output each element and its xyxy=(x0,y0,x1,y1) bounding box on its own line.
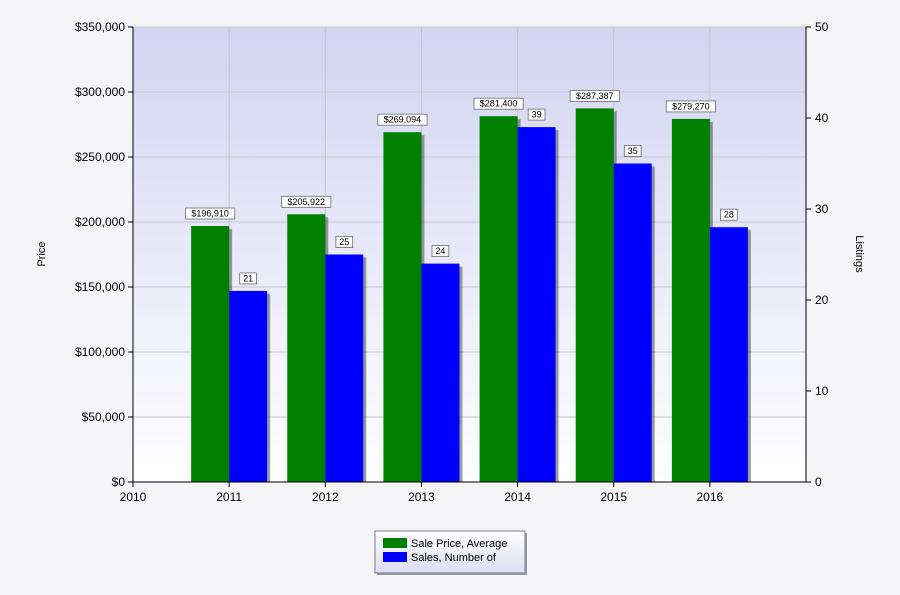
bar-sale-price xyxy=(191,226,230,482)
data-label-sale-price-box xyxy=(377,113,428,126)
data-label-sales-count-box xyxy=(335,236,354,248)
data-label-sales-count-box xyxy=(431,245,450,258)
data-label-sale-price: $196,910 xyxy=(191,209,229,219)
bar-sale-price xyxy=(479,116,518,483)
data-label-sale-price-box xyxy=(665,100,716,113)
data-label-sale-price-box xyxy=(473,97,524,110)
y-tick-label-right: 0 xyxy=(815,475,822,489)
x-tick-label: 2010 xyxy=(120,490,147,504)
y-tick-label-right: 50 xyxy=(815,20,829,34)
y-tick-label-left: $300,000 xyxy=(75,85,125,99)
data-label-sale-price-box xyxy=(281,195,332,208)
data-label-sales-count: 35 xyxy=(628,146,638,156)
y-tick-label-right: 30 xyxy=(815,202,829,216)
bar-sale-price xyxy=(575,108,614,482)
y-tick-label-left: $200,000 xyxy=(75,215,125,229)
x-tick-label: 2016 xyxy=(697,490,724,504)
bar-sales-count xyxy=(229,290,268,482)
data-label-sales-count-box xyxy=(720,208,738,221)
y-tick-label-left: $100,000 xyxy=(75,345,125,359)
y-tick-label-left: $250,000 xyxy=(75,150,125,164)
legend-swatch xyxy=(383,538,407,548)
data-label-sales-count: 25 xyxy=(339,237,349,247)
y-tick-label-right: 20 xyxy=(815,293,829,307)
y-axis-title-left: Price xyxy=(36,241,48,266)
bar-sale-price xyxy=(287,214,326,483)
legend-swatch xyxy=(383,552,407,562)
y-tick-label-left: $50,000 xyxy=(82,410,126,424)
data-label-sales-count: 39 xyxy=(532,110,542,120)
data-label-sale-price: $281,400 xyxy=(480,99,518,109)
y-tick-label-left: $350,000 xyxy=(75,20,125,34)
bar-sales-count xyxy=(613,163,652,482)
legend-label: Sale Price, Average xyxy=(411,538,507,550)
data-label-sales-count: 21 xyxy=(243,273,253,283)
bar-sales-count xyxy=(421,263,460,482)
bar-sales-count xyxy=(517,127,556,482)
data-label-sales-count: 28 xyxy=(724,210,734,220)
y-tick-label-left: $150,000 xyxy=(75,280,125,294)
x-tick-label: 2015 xyxy=(600,490,627,504)
data-label-sale-price-box xyxy=(185,207,236,220)
y-axis-title-right: Listings xyxy=(853,235,865,273)
y-tick-label-left: $0 xyxy=(112,475,126,489)
data-label-sale-price: $287,387 xyxy=(576,91,614,101)
x-tick-label: 2013 xyxy=(408,490,435,504)
data-label-sales-count-box xyxy=(239,272,257,285)
bar-sales-count xyxy=(325,254,364,482)
data-label-sale-price: $205,922 xyxy=(288,197,326,207)
y-tick-label-right: 10 xyxy=(815,384,829,398)
data-label-sales-count-box xyxy=(527,108,546,121)
y-tick-label-right: 40 xyxy=(815,111,829,125)
bar-sale-price xyxy=(383,132,422,482)
x-tick-label: 2012 xyxy=(312,490,339,504)
data-label-sale-price: $279,270 xyxy=(672,101,710,111)
data-label-sales-count: 24 xyxy=(435,246,445,256)
bar-sale-price xyxy=(671,118,710,482)
x-tick-label: 2011 xyxy=(216,490,242,504)
data-label-sales-count-box xyxy=(623,145,642,157)
data-label-sale-price-box xyxy=(569,89,620,102)
legend-label: Sales, Number of xyxy=(411,552,497,564)
data-label-sale-price: $269,094 xyxy=(384,115,422,125)
bar-sales-count xyxy=(709,227,748,482)
x-tick-label: 2014 xyxy=(504,490,531,504)
